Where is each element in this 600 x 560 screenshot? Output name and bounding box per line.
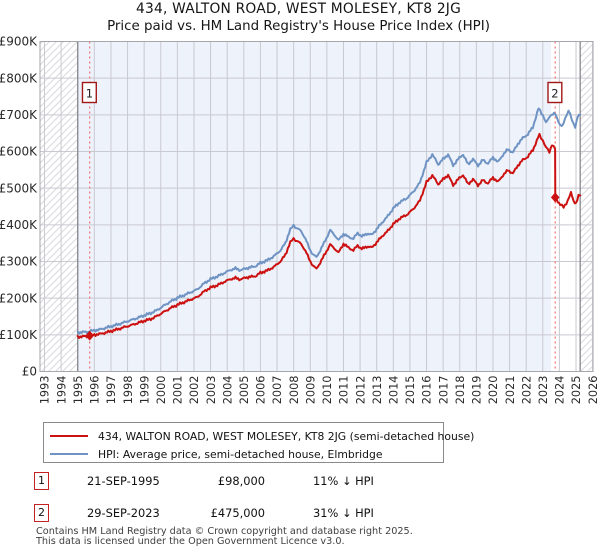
y-tick-label: £300K bbox=[0, 255, 38, 269]
transaction-2-price: £475,000 bbox=[210, 506, 265, 520]
legend-label-property: 434, WALTON ROAD, WEST MOLESEY, KT8 2JG … bbox=[98, 429, 475, 443]
x-tick-label: 2012 bbox=[354, 376, 367, 405]
x-tick-label: 1996 bbox=[89, 376, 102, 405]
x-tick-label: 2001 bbox=[172, 376, 185, 405]
y-tick-label: £100K bbox=[0, 328, 38, 342]
price-history-chart: 1 2 £0 £100K £200K £300K £400K £500K £600K £700K £… bbox=[0, 35, 600, 405]
x-tick-label: 2014 bbox=[388, 376, 401, 405]
x-tick-label: 1998 bbox=[122, 376, 135, 405]
x-tick-label: 2004 bbox=[221, 376, 234, 405]
series-line bbox=[76, 107, 582, 335]
x-tick-label: 2009 bbox=[304, 376, 317, 405]
x-tick-label: 2025 bbox=[570, 376, 583, 405]
transaction-2-badge: 2 bbox=[34, 504, 49, 522]
x-tick-label: 2024 bbox=[554, 376, 567, 405]
sale-marker-diamond bbox=[550, 192, 560, 203]
x-tick-label: 2005 bbox=[238, 376, 251, 405]
x-tick-label: 2008 bbox=[288, 376, 301, 405]
sale-marker-diamond bbox=[85, 330, 94, 341]
svg-text:1: 1 bbox=[86, 86, 93, 100]
y-tick-label: £800K bbox=[0, 71, 38, 85]
legend-label-hpi: HPI: Average price, semi-detached house,… bbox=[98, 447, 383, 461]
chart-subtitle: Price paid vs. HM Land Registry's House … bbox=[107, 19, 490, 34]
x-tick-label: 2016 bbox=[421, 376, 434, 405]
x-tick-label: 1995 bbox=[72, 376, 85, 405]
x-tick-label: 2013 bbox=[371, 376, 384, 405]
y-tick-label: £600K bbox=[0, 145, 38, 159]
chart-legend: 434, WALTON ROAD, WEST MOLESEY, KT8 2JG … bbox=[43, 422, 474, 463]
x-tick-label: 2010 bbox=[321, 376, 334, 405]
legend-item-hpi: HPI: Average price, semi-detached house,… bbox=[44, 445, 443, 463]
x-tick-label: 2006 bbox=[255, 376, 268, 405]
transaction-1-price: £98,000 bbox=[217, 474, 265, 488]
x-tick-label: 2015 bbox=[404, 376, 417, 405]
y-tick-label: £500K bbox=[0, 181, 38, 195]
transaction-2-hpi-diff: 31% ↓ HPI bbox=[313, 506, 374, 520]
transaction-row: 2 29-SEP-2023 £475,000 31% ↓ HPI bbox=[0, 504, 600, 524]
footer-line-1: Contains HM Land Registry data © Crown c… bbox=[36, 526, 413, 537]
x-tick-label: 2011 bbox=[338, 376, 351, 405]
y-tick-label: £400K bbox=[0, 218, 38, 232]
sale-marker-box bbox=[81, 81, 97, 104]
x-tick-label: 2003 bbox=[205, 376, 218, 405]
series-line bbox=[76, 132, 582, 339]
x-tick-label: 2007 bbox=[271, 376, 284, 405]
y-tick-label: £200K bbox=[0, 291, 38, 305]
x-tick-label: 2022 bbox=[520, 376, 533, 405]
transaction-row: 1 21-SEP-1995 £98,000 11% ↓ HPI bbox=[0, 472, 600, 492]
transaction-1-date: 21-SEP-1995 bbox=[87, 474, 160, 488]
x-tick-label: 1994 bbox=[55, 376, 68, 405]
svg-text:2: 2 bbox=[551, 86, 558, 100]
sale-marker-box bbox=[547, 81, 563, 104]
x-tick-label: 2000 bbox=[155, 376, 168, 405]
legend-item-property: 434, WALTON ROAD, WEST MOLESEY, KT8 2JG … bbox=[44, 427, 474, 445]
x-tick-label: 1997 bbox=[105, 376, 118, 405]
x-tick-label: 2020 bbox=[487, 376, 500, 405]
transaction-2-date: 29-SEP-2023 bbox=[87, 506, 160, 520]
x-tick-label: 1993 bbox=[39, 376, 52, 405]
x-tick-label: 2026 bbox=[587, 376, 600, 405]
footer-line-2: This data is licensed under the Open Gov… bbox=[36, 536, 345, 547]
y-tick-label: £0 bbox=[22, 365, 37, 379]
x-tick-label: 1999 bbox=[138, 376, 151, 405]
hpi-line-swatch bbox=[50, 453, 88, 455]
transaction-1-badge: 1 bbox=[34, 472, 49, 490]
property-line-swatch bbox=[50, 435, 88, 437]
x-tick-label: 2018 bbox=[454, 376, 467, 405]
x-tick-label: 2021 bbox=[504, 376, 517, 405]
x-tick-label: 2023 bbox=[537, 376, 550, 405]
transaction-1-hpi-diff: 11% ↓ HPI bbox=[313, 474, 374, 488]
y-tick-label: £900K bbox=[0, 35, 38, 49]
page-title: 434, WALTON ROAD, WEST MOLESEY, KT8 2JG bbox=[136, 1, 461, 17]
license-footer: Contains HM Land Registry data © Crown c… bbox=[36, 527, 596, 547]
x-tick-label: 2019 bbox=[471, 376, 484, 405]
x-tick-label: 2017 bbox=[437, 376, 450, 405]
x-tick-label: 2002 bbox=[188, 376, 201, 405]
y-tick-label: £700K bbox=[0, 108, 38, 122]
